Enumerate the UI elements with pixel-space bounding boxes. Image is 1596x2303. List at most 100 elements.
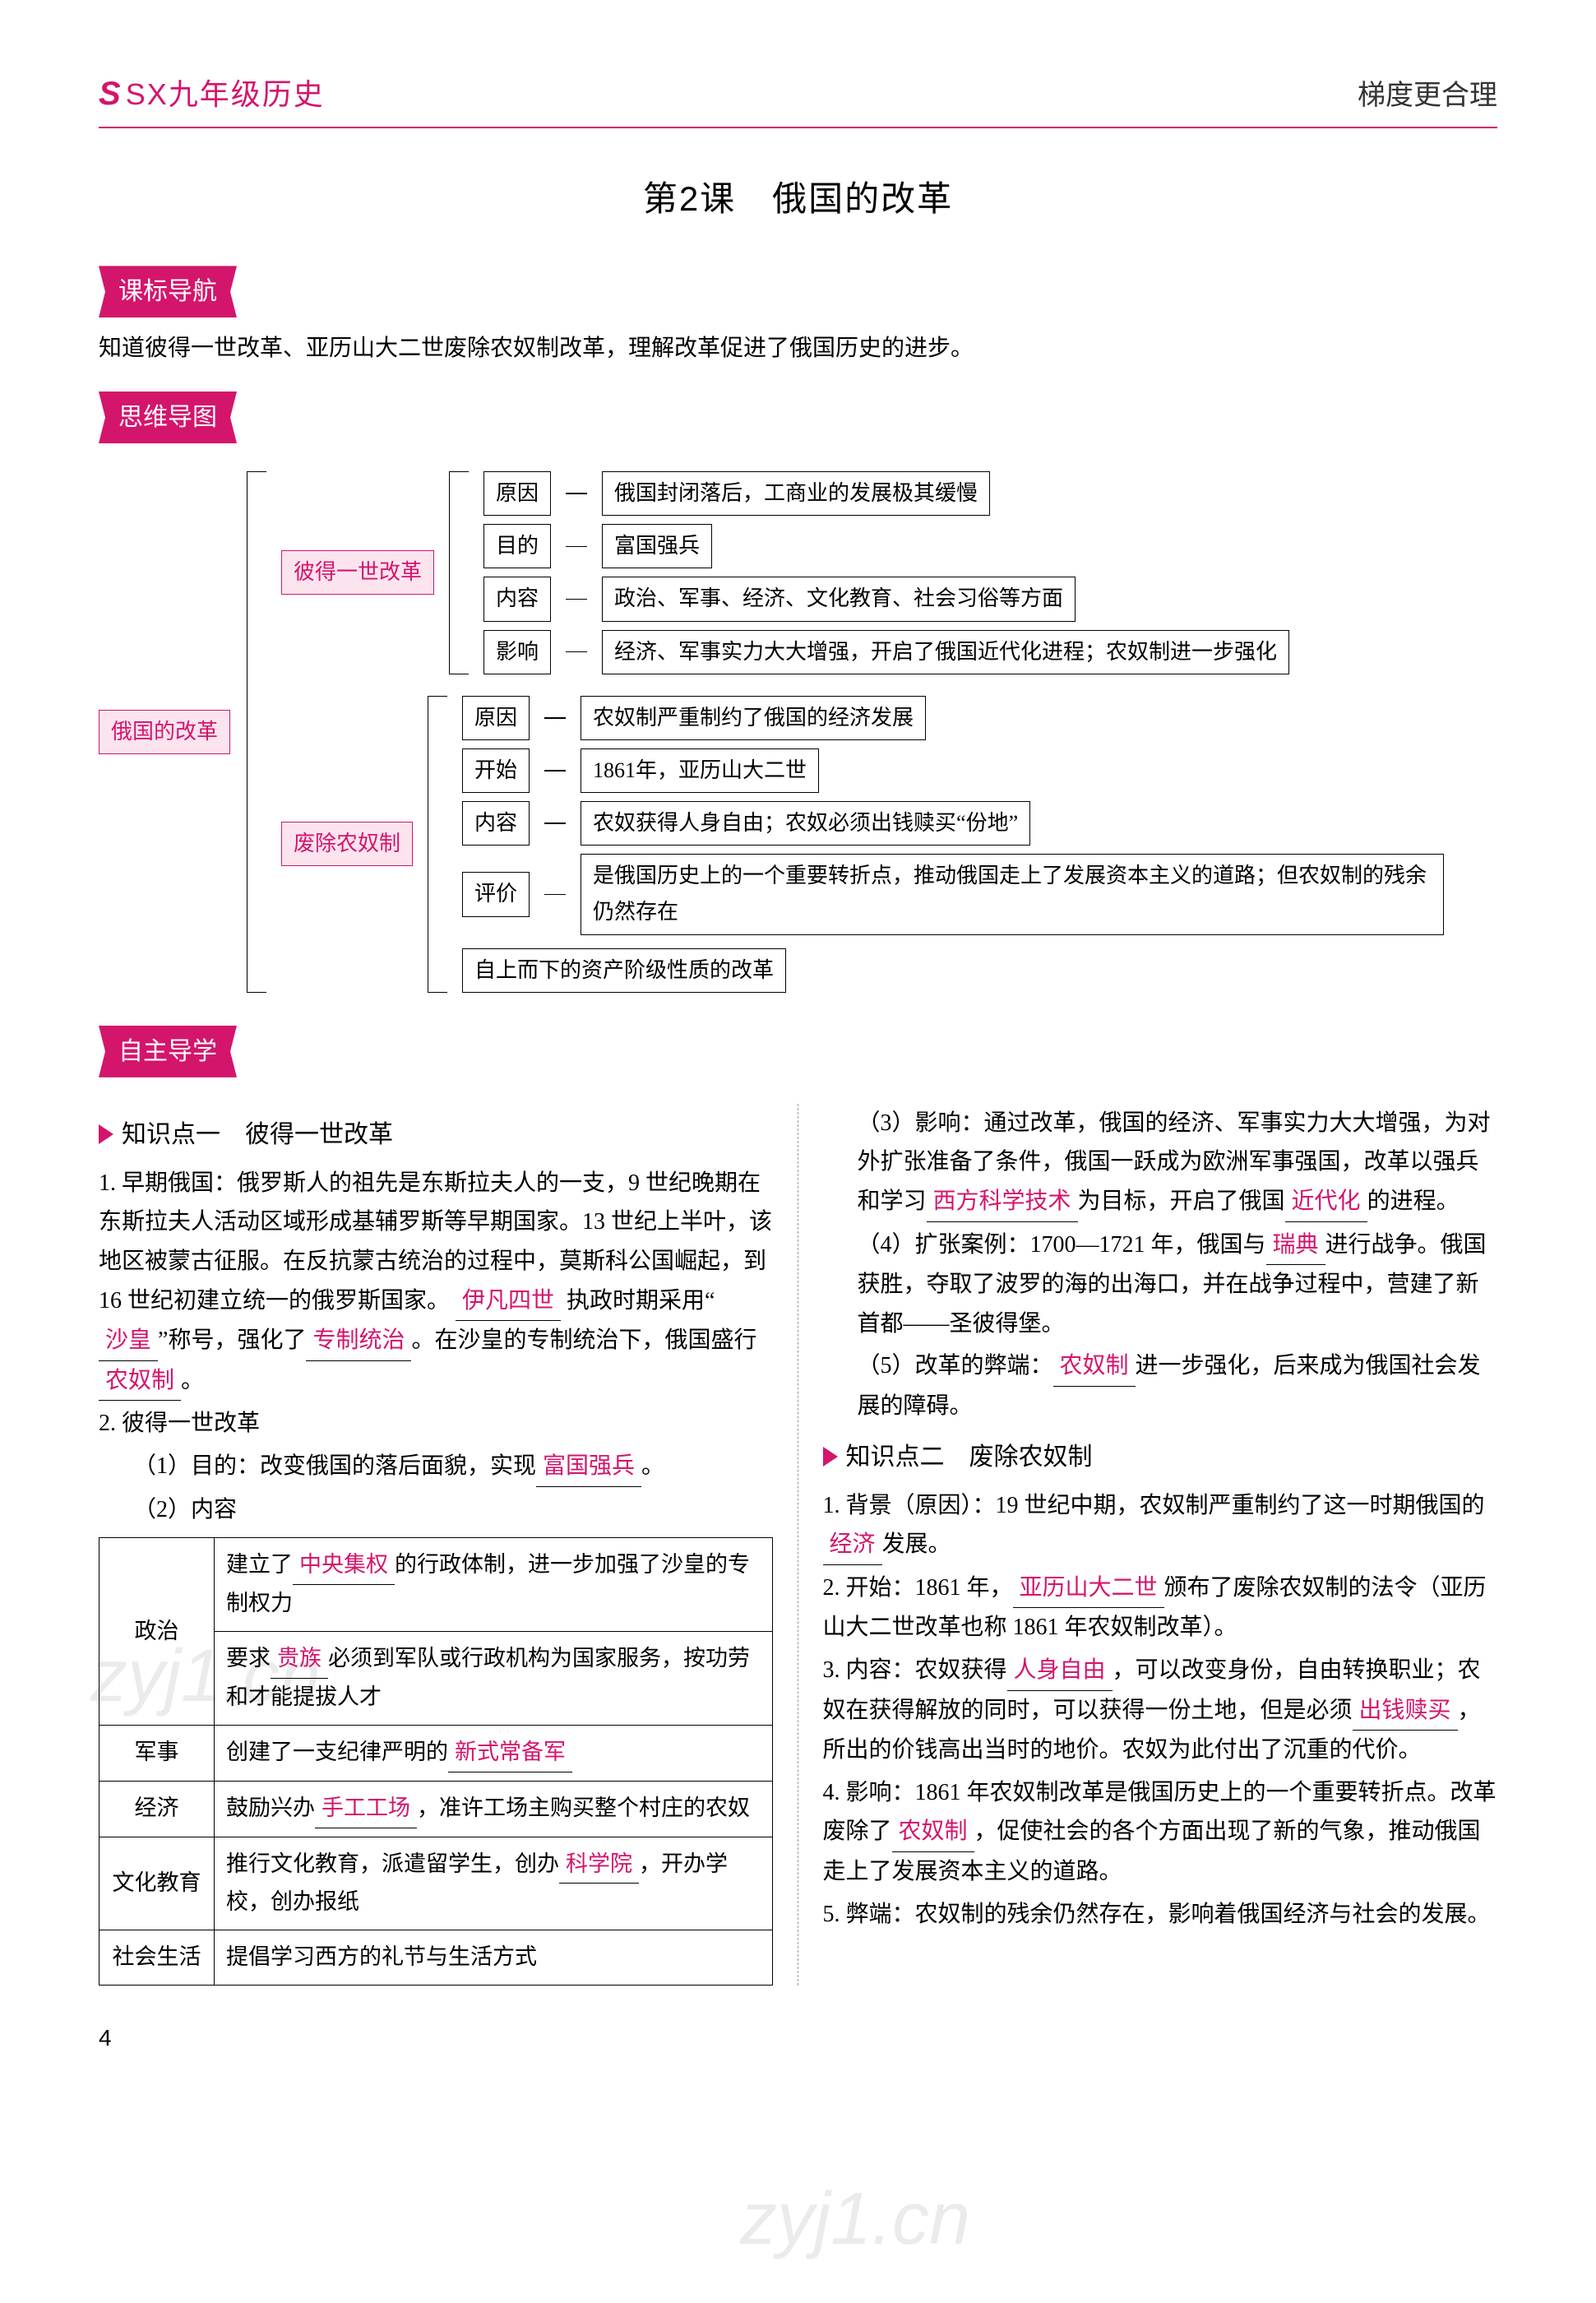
fill-blank: 专制统治 — [306, 1321, 411, 1361]
kp2-heading: 知识点二 废除农奴制 — [823, 1436, 1498, 1478]
kp2-p1: 1. 背景（原因）：19 世纪中期，农奴制严重制约了这一时期俄国的经济发展。 — [823, 1486, 1498, 1565]
mm-label: 目的 — [483, 524, 551, 568]
left-column: 知识点一 彼得一世改革 1. 早期俄国：俄罗斯人的祖先是东斯拉夫人的一支，9 世… — [99, 1104, 798, 1986]
text-run: 。 — [181, 1368, 204, 1393]
kp1-heading: 知识点一 彼得一世改革 — [99, 1114, 773, 1156]
fill-blank: 农奴制 — [892, 1812, 974, 1852]
right-column: （3）影响：通过改革，俄国的经济、军事实力大大增强，为对外扩张准备了条件，俄国一… — [798, 1104, 1498, 1986]
table-cat: 政治 — [99, 1538, 215, 1726]
mm-bracket-b2 — [428, 696, 447, 993]
header-right: 梯度更合理 — [1358, 72, 1497, 120]
line-icon — [566, 599, 587, 600]
kp1-p2: 2. 彼得一世改革 — [99, 1404, 773, 1443]
table-row: 社会生活 提倡学习西方的礼节与生活方式 — [99, 1930, 773, 1986]
mm-label: 原因 — [483, 471, 551, 516]
mm-item: 目的富国强兵 — [483, 524, 1289, 568]
mm-text: 1861年，亚历山大二世 — [581, 748, 819, 793]
mm-text: 农奴制严重制约了俄国的经济发展 — [581, 696, 926, 740]
text-run: 推行文化教育，派遣留学生，创办 — [226, 1851, 559, 1876]
table-cell: 推行文化教育，派遣留学生，创办科学院，开办学校，创办报纸 — [215, 1837, 773, 1930]
fill-blank: 人身自由 — [1007, 1651, 1113, 1691]
page-number: 4 — [99, 2018, 1497, 2058]
intro-text: 知道彼得一世改革、亚历山大二世废除农奴制改革，理解改革促进了俄国历史的进步。 — [99, 329, 1497, 368]
text-run: 执政时期采用“ — [567, 1288, 715, 1314]
kp1-p5: （5）改革的弊端：农奴制进一步强化，后来成为俄国社会发展的障碍。 — [823, 1346, 1498, 1425]
table-row: 政治 建立了中央集权的行政体制，进一步加强了沙皇的专制权力 — [99, 1538, 773, 1632]
text-run: 鼓励兴办 — [226, 1796, 315, 1820]
mm-text: 经济、军事实力大大增强，开启了俄国近代化进程；农奴制进一步强化 — [602, 630, 1289, 674]
mm-bracket-root — [247, 471, 266, 993]
fill-blank: 农奴制 — [1053, 1346, 1136, 1387]
text-run: （1）目的：改变俄国的落后面貌，实现 — [133, 1453, 536, 1479]
header-left: S SX九年级历史 — [99, 66, 325, 122]
fill-blank: 富国强兵 — [536, 1447, 641, 1487]
mindmap: 俄国的改革 彼得一世改革 原因俄国封闭落后，工商业的发展极其缓慢 目的富国强兵 … — [99, 471, 1497, 993]
fill-blank: 近代化 — [1285, 1182, 1367, 1222]
fill-blank: 经济 — [823, 1525, 882, 1565]
mm-label: 原因 — [462, 696, 530, 740]
two-column-body: zyj1.cn zyj1.cn 知识点一 彼得一世改革 1. 早期俄国：俄罗斯人… — [99, 1104, 1497, 1986]
mm-bottom-text: 自上而下的资产阶级性质的改革 — [462, 948, 786, 993]
text-run: 要求 — [226, 1646, 271, 1670]
mm-label: 评价 — [462, 872, 530, 916]
fill-blank: 手工工场 — [315, 1790, 417, 1828]
header-prefix: SX九年级历史 — [126, 69, 325, 119]
text-run: 。在沙皇的专制统治下，俄国盛行 — [411, 1328, 756, 1353]
fill-blank: 亚历山大二世 — [1013, 1569, 1164, 1609]
table-cat: 经济 — [99, 1781, 215, 1837]
lesson-title: 第2课 俄国的改革 — [99, 169, 1497, 228]
fill-blank: 瑞典 — [1266, 1226, 1325, 1266]
section-tag-selfstudy: 自主导学 — [99, 1026, 237, 1077]
line-icon — [566, 493, 587, 494]
mm-branch2-title: 废除农奴制 — [281, 822, 413, 866]
mm-item: 评价是俄国历史上的一个重要转折点，推动俄国走上了发展资本主义的道路；但农奴制的残… — [462, 854, 1444, 934]
text-run: 2. 开始：1861 年， — [823, 1575, 1013, 1601]
fill-blank: 沙皇 — [99, 1321, 158, 1361]
line-icon — [544, 717, 566, 719]
text-run: 的进程。 — [1367, 1189, 1460, 1214]
mm-item: 开始 1861年，亚历山大二世 — [462, 748, 1444, 793]
line-icon — [566, 546, 587, 548]
mm-branch1-title: 彼得一世改革 — [281, 550, 434, 595]
table-cell: 建立了中央集权的行政体制，进一步加强了沙皇的专制权力 — [215, 1538, 773, 1632]
mm-item: 原因 农奴制严重制约了俄国的经济发展 — [462, 696, 1444, 740]
table-cell: 创建了一支纪律严明的新式常备军 — [215, 1725, 773, 1781]
mm-bracket-b1 — [449, 471, 469, 674]
kp2-p4: 4. 影响：1861 年农奴制改革是俄国历史上的一个重要转折点。改革废除了农奴制… — [823, 1773, 1498, 1892]
table-cat: 文化教育 — [99, 1837, 215, 1930]
mm-root-box: 俄国的改革 — [99, 710, 230, 754]
text-run: 3. 内容：农奴获得 — [823, 1657, 1007, 1683]
mm-label: 内容 — [462, 801, 530, 846]
table-cat: 军事 — [99, 1725, 215, 1781]
table-row: 经济 鼓励兴办手工工场，准许工场主购买整个村庄的农奴 — [99, 1781, 773, 1837]
watermark-icon: zyj1.cn — [740, 2157, 970, 2282]
mm-branch-2: 废除农奴制 原因 农奴制严重制约了俄国的经济发展 开始 1861年，亚历山大二世 内… — [281, 696, 1444, 993]
kp2-p3: 3. 内容：农奴获得人身自由，可以改变身份，自由转换职业；农奴在获得解放的同时，… — [823, 1651, 1498, 1770]
kp1-title: 知识点一 彼得一世改革 — [122, 1114, 393, 1156]
fill-blank: 中央集权 — [293, 1546, 395, 1585]
section-tag-nav: 课标导航 — [99, 266, 237, 317]
kp1-p1: 1. 早期俄国：俄罗斯人的祖先是东斯拉夫人的一支，9 世纪晚期在东斯拉夫人活动区… — [99, 1164, 773, 1402]
line-icon — [544, 894, 566, 896]
mm-label: 开始 — [462, 748, 530, 793]
kp2-p5: 5. 弊端：农奴制的残余仍然存在，影响着俄国经济与社会的发展。 — [823, 1895, 1498, 1935]
content-table: 政治 建立了中央集权的行政体制，进一步加强了沙皇的专制权力 要求贵族必须到军队或… — [99, 1537, 773, 1986]
table-row: 文化教育 推行文化教育，派遣留学生，创办科学院，开办学校，创办报纸 — [99, 1837, 773, 1930]
mm-label: 内容 — [483, 577, 551, 621]
kp2-title: 知识点二 废除农奴制 — [846, 1436, 1093, 1478]
mm-item: 影响经济、军事实力大大增强，开启了俄国近代化进程；农奴制进一步强化 — [483, 630, 1289, 674]
table-cell: 要求贵族必须到军队或行政机构为国家服务，按功劳和才能提拔人才 — [215, 1631, 773, 1725]
text-run: 。 — [641, 1453, 664, 1479]
text-run: 为目标，开启了俄国 — [1078, 1189, 1285, 1214]
kp1-p3: （3）影响：通过改革，俄国的经济、军事实力大大增强，为对外扩张准备了条件，俄国一… — [823, 1104, 1498, 1222]
mm-item: 内容 政治、军事、经济、文化教育、社会习俗等方面 — [483, 577, 1289, 621]
text-run: 1. 背景（原因）：19 世纪中期，农奴制严重制约了这一时期俄国的 — [823, 1493, 1485, 1518]
mm-branch-1: 彼得一世改革 原因俄国封闭落后，工商业的发展极其缓慢 目的富国强兵 内容 政治、军… — [281, 471, 1444, 674]
fill-blank: 出钱赎买 — [1353, 1691, 1458, 1731]
fill-blank: 伊凡四世 — [456, 1281, 561, 1322]
kp1-p2-2: （2）内容 — [99, 1490, 773, 1530]
arrow-icon — [823, 1447, 838, 1467]
mm-text: 政治、军事、经济、文化教育、社会习俗等方面 — [602, 577, 1076, 621]
mm-item: 原因俄国封闭落后，工商业的发展极其缓慢 — [483, 471, 1289, 516]
text-run: （4）扩张案例：1700—1721 年，俄国与 — [858, 1232, 1266, 1258]
